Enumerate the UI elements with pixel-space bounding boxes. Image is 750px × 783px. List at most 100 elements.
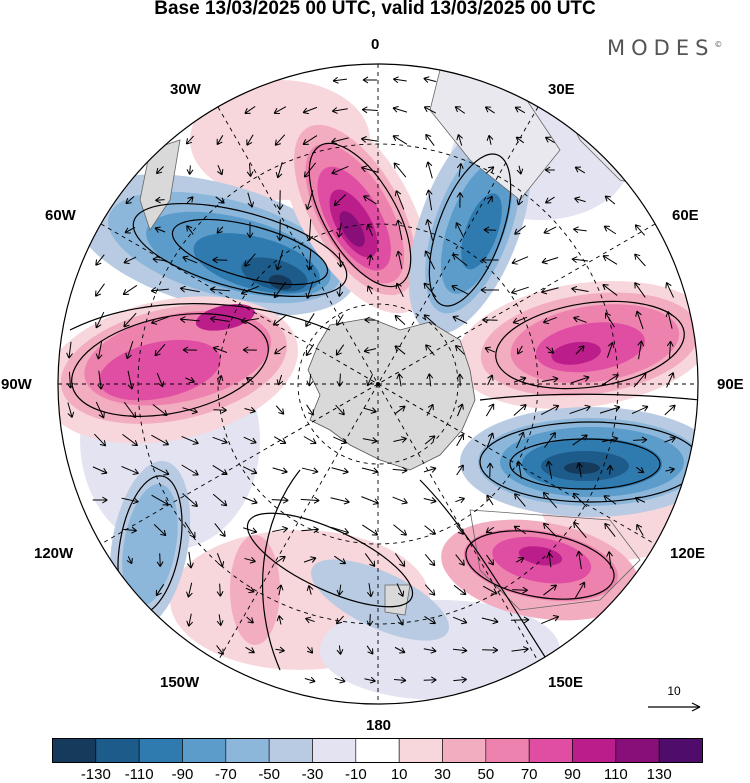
wind-arrow — [631, 405, 649, 415]
colorbar-cell — [528, 738, 573, 763]
wind-arrow — [452, 315, 468, 325]
wind-arrow — [272, 467, 288, 475]
wind-arrow — [540, 404, 560, 415]
wind-arrow — [274, 345, 286, 355]
wind-arrow — [245, 646, 255, 654]
wind-arrow — [664, 404, 676, 416]
wind-arrow — [276, 615, 284, 625]
reference-vector-label: 10 — [667, 684, 681, 698]
wind-arrow — [276, 374, 284, 386]
wind-arrow — [637, 340, 645, 360]
wind-arrow — [362, 76, 377, 84]
colorbar-tick-label: 70 — [520, 766, 538, 783]
wind-arrow — [212, 465, 228, 476]
wind-arrow — [543, 226, 557, 235]
wind-arrow — [305, 313, 315, 328]
wind-arrow — [515, 431, 525, 449]
wind-arrow — [215, 196, 225, 204]
negative-anomaly-180 — [311, 559, 449, 641]
wind-arrow — [484, 346, 496, 353]
lon-label-120e: 120E — [670, 545, 706, 562]
wind-arrow — [486, 432, 495, 448]
wind-arrow — [272, 526, 289, 533]
wind-arrow — [127, 370, 135, 390]
wind-arrow — [486, 462, 494, 478]
wind-arrow — [213, 406, 227, 414]
wind-arrow — [456, 192, 464, 208]
wind-arrow — [306, 585, 314, 595]
wind-arrow — [514, 106, 526, 114]
wind-arrow — [181, 464, 199, 476]
wind-arrow — [92, 496, 108, 504]
colorbar-tick-label: 10 — [390, 766, 408, 783]
map-title: Base 13/03/2025 00 UTC, valid 13/03/2025… — [154, 0, 596, 19]
wind-arrow — [301, 526, 319, 534]
wind-arrow — [122, 285, 138, 296]
wind-arrow — [396, 583, 405, 597]
wind-arrow — [541, 287, 559, 295]
wind-arrow — [634, 496, 646, 503]
wind-arrow — [331, 526, 350, 535]
wind-arrow — [394, 646, 406, 654]
wind-arrow — [543, 584, 558, 596]
wind-arrow — [456, 403, 464, 417]
lon-label-150e: 150E — [548, 674, 584, 691]
wind-arrow — [185, 135, 195, 145]
colorbar-tick-label: -30 — [301, 766, 324, 783]
colorbar-cell — [355, 738, 400, 763]
wind-arrow — [511, 256, 529, 265]
wind-arrow — [331, 107, 348, 114]
wind-arrow — [574, 196, 586, 204]
wind-arrow — [423, 676, 437, 684]
wind-arrow — [485, 166, 495, 174]
wind-arrow — [424, 435, 436, 445]
wind-arrow — [604, 312, 615, 328]
wind-arrow — [273, 436, 287, 444]
wind-arrow — [485, 526, 495, 534]
wind-arrow — [425, 133, 435, 147]
wind-arrow — [575, 550, 583, 569]
wind-arrow — [214, 523, 226, 538]
colorbar-tick-label: 110 — [603, 766, 628, 783]
wind-arrow — [124, 226, 136, 234]
wind-arrow — [545, 460, 553, 479]
colorbar-cell — [312, 738, 357, 763]
wind-arrow — [486, 134, 494, 145]
colorbar-tick-label: -50 — [258, 766, 280, 783]
colorbar-cell — [182, 738, 227, 763]
wind-arrow — [186, 165, 194, 175]
brand-logo: MODES© — [607, 36, 722, 60]
wind-arrow — [573, 226, 587, 234]
colorbar-tick-label: 90 — [564, 766, 581, 783]
lon-label-150w: 150W — [160, 674, 200, 691]
wind-arrow — [571, 285, 589, 293]
wind-arrow — [423, 646, 437, 654]
wind-arrow — [426, 373, 434, 387]
wind-arrow — [305, 281, 314, 299]
wind-arrow — [216, 583, 224, 597]
wind-arrow — [305, 344, 315, 357]
wind-arrow — [482, 585, 498, 595]
lon-label-0: 0 — [371, 36, 380, 53]
wind-arrow — [456, 134, 463, 146]
colorbar-cell — [52, 738, 97, 763]
wind-arrow — [243, 527, 258, 535]
wind-arrow — [212, 436, 228, 445]
positive-anomaly-120e — [441, 519, 639, 621]
wind-arrow — [512, 316, 528, 325]
wind-arrow — [363, 407, 377, 414]
wind-arrow — [601, 374, 619, 386]
wind-arrow — [516, 461, 523, 479]
wind-arrow — [425, 189, 433, 211]
wind-arrow — [572, 434, 588, 446]
wind-arrow — [186, 582, 193, 598]
wind-arrow — [394, 190, 405, 210]
wind-arrow — [154, 343, 166, 357]
wind-arrow — [393, 524, 407, 536]
wind-arrow — [244, 556, 256, 564]
wind-arrow — [481, 617, 499, 625]
wind-arrow — [330, 497, 350, 505]
wind-arrow — [184, 522, 196, 539]
brand-name: MODES — [607, 36, 715, 60]
wind-arrow — [396, 373, 404, 387]
